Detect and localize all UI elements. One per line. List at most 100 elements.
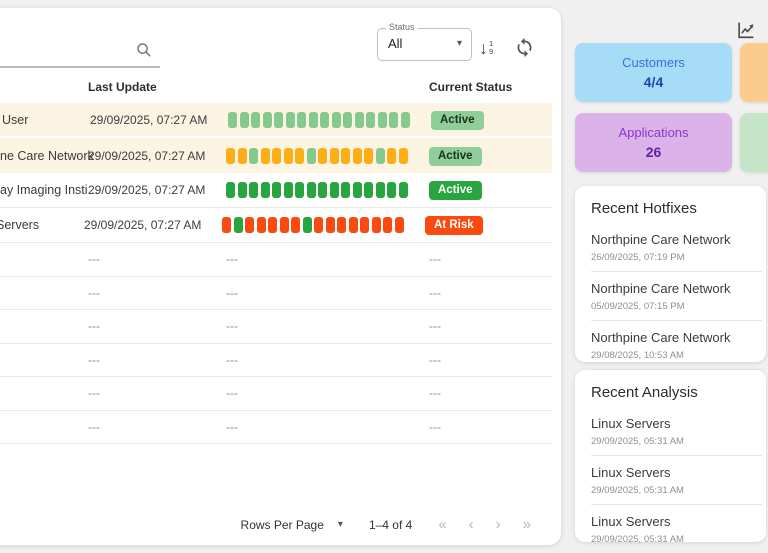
- list-item-timestamp: 29/09/2025, 05:31 AM: [591, 534, 684, 545]
- status-square: [228, 111, 237, 128]
- status-square: [383, 217, 392, 233]
- first-page-button[interactable]: «: [438, 516, 447, 533]
- list-item[interactable]: Linux Servers 29/09/2025, 05:31 AM: [591, 456, 762, 505]
- current-status-cell: ---: [429, 285, 441, 300]
- status-square: [318, 182, 327, 198]
- status-square: [274, 111, 283, 128]
- table-row-empty: --- --- ---: [0, 310, 552, 344]
- status-history-cell: ---: [226, 386, 238, 401]
- status-square: [233, 217, 243, 233]
- table-row-empty: --- --- ---: [0, 377, 552, 411]
- status-square: [268, 217, 277, 233]
- status-square: [352, 182, 362, 198]
- current-status-cell: Active: [431, 110, 552, 130]
- refresh-button[interactable]: [514, 37, 535, 61]
- status-square: [387, 182, 396, 198]
- last-update-cell: ---: [88, 319, 100, 334]
- status-square: [237, 182, 247, 198]
- next-page-button[interactable]: ›: [495, 516, 501, 533]
- status-square: [354, 111, 364, 128]
- status-square: [245, 217, 254, 233]
- table-row[interactable]: ay Imaging Insti... 29/09/2025, 07:27 AM A…: [0, 173, 552, 208]
- search-icon: [136, 42, 152, 63]
- sort-numeric-icon: 1 9: [489, 39, 494, 56]
- status-square: [295, 182, 304, 198]
- list-item[interactable]: Linux Servers 29/09/2025, 05:31 AM: [591, 505, 762, 553]
- recent-hotfixes-title: Recent Hotfixes: [591, 200, 697, 217]
- status-square: [320, 111, 329, 128]
- chevron-down-icon: ▾: [456, 38, 462, 49]
- list-item-timestamp: 05/09/2025, 07:15 PM: [591, 301, 685, 312]
- search-field[interactable]: [0, 36, 160, 68]
- status-square: [295, 147, 304, 164]
- customer-name-cell: User: [2, 112, 29, 127]
- last-update-cell: ---: [88, 419, 100, 434]
- status-square: [394, 217, 404, 233]
- pagination-range: 1–4 of 4: [368, 517, 413, 532]
- chart-view-button[interactable]: [735, 19, 757, 44]
- list-item-timestamp: 26/09/2025, 07:19 PM: [591, 252, 685, 263]
- status-badge: Active: [429, 181, 482, 200]
- rows-per-page-select[interactable]: ▾: [337, 519, 343, 530]
- status-square: [222, 217, 231, 233]
- status-square: [237, 147, 247, 164]
- search-input[interactable]: [0, 36, 134, 64]
- table-header: Last Update Current Status: [0, 70, 552, 104]
- previous-page-button[interactable]: ‹: [468, 516, 474, 533]
- status-square: [329, 182, 339, 198]
- list-item-timestamp: 29/09/2025, 05:31 AM: [591, 485, 684, 496]
- list-item[interactable]: Northpine Care Network 29/08/2025, 10:53 …: [591, 321, 762, 370]
- status-square: [283, 182, 293, 198]
- status-square: [389, 111, 398, 128]
- list-item[interactable]: Northpine Care Network 26/09/2025, 07:19 …: [591, 223, 762, 272]
- current-status-cell: ---: [429, 386, 441, 401]
- status-square: [371, 217, 381, 233]
- applications-summary-card[interactable]: Applications 26: [575, 113, 732, 172]
- status-square: [291, 217, 300, 233]
- status-square: [279, 217, 289, 233]
- status-square: [341, 147, 350, 164]
- sort-button[interactable]: ↓ 1 9: [479, 38, 493, 58]
- list-item-name: Northpine Care Network: [591, 281, 731, 296]
- status-square: [398, 182, 408, 198]
- customers-card-title: Customers: [622, 55, 685, 70]
- last-update-cell: 29/09/2025, 07:27 AM: [90, 112, 208, 127]
- partial-summary-card-green[interactable]: [740, 113, 768, 172]
- status-square: [297, 111, 306, 128]
- list-item-timestamp: 29/09/2025, 05:31 AM: [591, 436, 684, 447]
- customers-summary-card[interactable]: Customers 4/4: [575, 43, 732, 102]
- status-square: [377, 111, 387, 128]
- last-update-cell: ---: [88, 386, 100, 401]
- recent-analysis-title: Recent Analysis: [591, 384, 698, 401]
- status-square: [348, 217, 358, 233]
- sort-arrow-icon: ↓: [479, 38, 488, 58]
- status-square: [337, 217, 346, 233]
- current-status-cell: Active: [429, 146, 552, 166]
- partial-summary-card-orange[interactable]: [740, 43, 768, 102]
- status-square: [285, 111, 295, 128]
- status-square: [329, 147, 339, 164]
- status-history-cell: [226, 147, 429, 164]
- status-history-cell: ---: [226, 285, 238, 300]
- current-status-cell: At Risk: [425, 215, 552, 235]
- last-page-button[interactable]: »: [522, 516, 531, 533]
- table-row[interactable]: User 29/09/2025, 07:27 AM Active: [0, 103, 552, 138]
- list-item[interactable]: Linux Servers 29/09/2025, 05:31 AM: [591, 407, 762, 456]
- status-square: [306, 182, 316, 198]
- status-square: [331, 111, 341, 128]
- table-row-empty: --- --- ---: [0, 243, 552, 277]
- table-row[interactable]: Servers 29/09/2025, 07:27 AM At Risk: [0, 208, 552, 243]
- status-square: [375, 147, 385, 164]
- applications-card-value: 26: [645, 144, 662, 160]
- status-filter-select[interactable]: Status All ▾: [377, 22, 472, 61]
- status-square: [272, 147, 281, 164]
- recent-hotfixes-panel: Recent Hotfixes Northpine Care Network 26…: [575, 186, 766, 370]
- list-item-name: Linux Servers: [591, 416, 671, 431]
- customer-name-cell: Servers: [0, 218, 40, 232]
- status-history-cell: ---: [226, 319, 238, 334]
- list-item-name: Linux Servers: [591, 465, 671, 480]
- table-row[interactable]: ne Care Network 29/09/2025, 07:27 AM Activ…: [0, 138, 552, 173]
- last-update-cell: ---: [88, 252, 100, 267]
- status-square: [226, 147, 235, 164]
- list-item[interactable]: Northpine Care Network 05/09/2025, 07:15 …: [591, 272, 762, 321]
